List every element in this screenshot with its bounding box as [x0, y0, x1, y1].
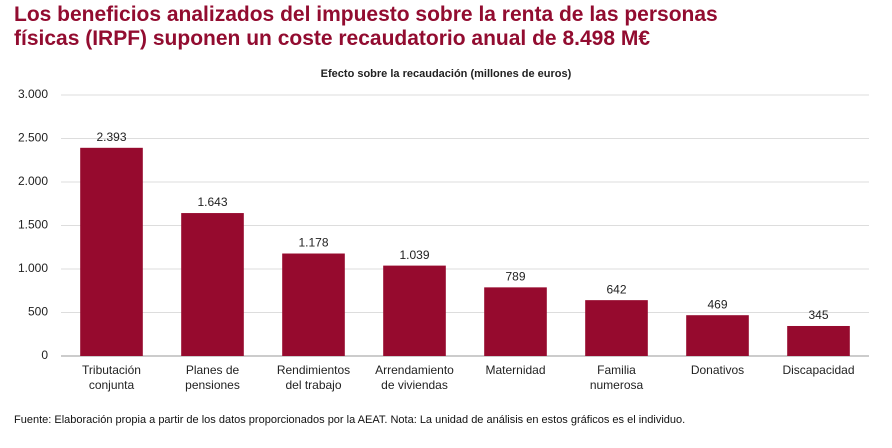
y-tick-label: 3.000: [18, 87, 48, 101]
bar: [686, 315, 749, 356]
y-tick-label: 2.000: [18, 174, 48, 188]
value-label: 642: [606, 282, 626, 296]
x-tick-label: Discapacidad: [782, 363, 854, 377]
x-tick-label: Rendimientos: [277, 363, 350, 377]
bar: [80, 147, 143, 356]
y-tick-label: 500: [28, 305, 48, 319]
bar: [383, 265, 446, 356]
value-label: 1.039: [399, 248, 429, 262]
value-label: 789: [505, 270, 525, 284]
chart-subtitle: Efecto sobre la recaudación (millones de…: [321, 68, 572, 80]
x-tick-label: Maternidad: [485, 363, 545, 377]
x-tick-label: Donativos: [691, 363, 744, 377]
x-tick-label: conjunta: [89, 378, 135, 392]
x-tick-label: Arrendamiento: [375, 363, 454, 377]
x-tick-label: pensiones: [185, 378, 240, 392]
x-tick-label: Tributación: [82, 363, 141, 377]
bar: [484, 287, 547, 356]
value-label: 2.393: [96, 130, 126, 144]
y-tick-label: 1.500: [18, 218, 48, 232]
value-label: 345: [808, 308, 828, 322]
value-label: 1.178: [298, 236, 328, 250]
bar: [585, 300, 648, 356]
bar: [282, 253, 345, 356]
x-tick-label: de viviendas: [381, 378, 448, 392]
value-label: 1.643: [197, 195, 227, 209]
source-note: Fuente: Elaboración propia a partir de l…: [14, 414, 686, 426]
y-tick-label: 2.500: [18, 131, 48, 145]
bar: [787, 325, 850, 356]
chart-title: Los beneficios analizados del impuesto s…: [14, 3, 718, 50]
bar: [181, 213, 244, 356]
y-tick-label: 1.000: [18, 261, 48, 275]
x-tick-label: Familia: [597, 363, 636, 377]
x-tick-label: Planes de: [186, 363, 240, 377]
value-label: 469: [707, 297, 727, 311]
x-tick-label: numerosa: [590, 378, 644, 392]
y-tick-label: 0: [41, 348, 48, 362]
x-tick-label: del trabajo: [285, 378, 341, 392]
